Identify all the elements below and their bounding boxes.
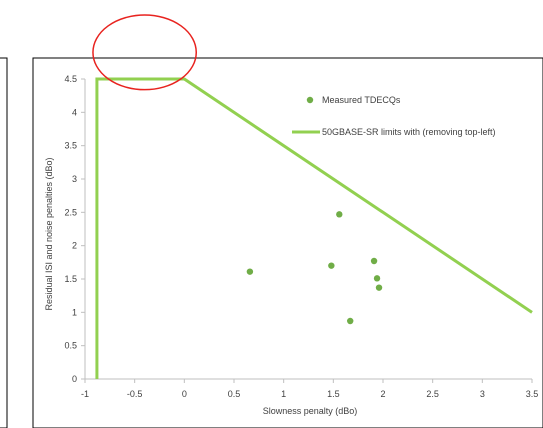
plot-area: -1 -0.5 0 0.5 1 1.5 2 2.5 3 3.5 0 0.5 1 1.5 2 2.5 3 3.5 4 4… — [64, 74, 538, 399]
x-tick-label: 1 — [281, 389, 286, 399]
x-tick-label: -1 — [81, 389, 89, 399]
y-tick-label: 4.5 — [64, 74, 77, 84]
data-point — [328, 262, 335, 269]
highlight-ellipse — [92, 14, 198, 91]
x-tick-label: 3.5 — [526, 389, 539, 399]
limit-line — [95, 77, 533, 379]
y-tick-label: 1.5 — [64, 274, 77, 284]
chart-frame — [32, 57, 543, 428]
legend-label: Measured TDECQs — [322, 95, 401, 105]
y-tick-label: 3 — [72, 174, 77, 184]
y-tick-label: 2.5 — [64, 207, 77, 217]
legend-label: 50GBASE-SR limits with (removing top-lef… — [322, 127, 496, 137]
y-tick-label: 0 — [72, 374, 77, 384]
data-point — [246, 268, 254, 275]
x-tick-label: -0.5 — [127, 389, 143, 399]
x-tick-label: 0.5 — [228, 389, 241, 399]
x-axis-title: Slowness penalty (dBo) — [263, 406, 358, 416]
data-point — [375, 284, 383, 291]
x-tick-label: 2 — [380, 389, 385, 399]
y-tick-label: 0.5 — [64, 341, 77, 351]
x-tick-label: 3 — [480, 389, 485, 399]
data-point — [347, 317, 354, 325]
legend-marker-swatch — [306, 96, 314, 104]
data-point — [370, 257, 378, 265]
y-axis-title: Residual ISI and noise penalties (dBo) — [44, 157, 54, 310]
y-tick-label: 1 — [72, 307, 77, 317]
x-tick-label: 0 — [182, 389, 187, 399]
legend: Measured TDECQs 50GBASE-SR limits with (r… — [292, 95, 496, 137]
y-tick-label: 3.5 — [64, 141, 77, 151]
y-tick-label: 2 — [72, 241, 77, 251]
x-tick-label: 1.5 — [327, 389, 340, 399]
left-panel-border — [0, 57, 8, 428]
data-point — [373, 275, 381, 282]
y-tick-label: 4 — [72, 107, 77, 117]
data-point — [336, 211, 343, 218]
x-tick-label: 2.5 — [426, 389, 439, 399]
